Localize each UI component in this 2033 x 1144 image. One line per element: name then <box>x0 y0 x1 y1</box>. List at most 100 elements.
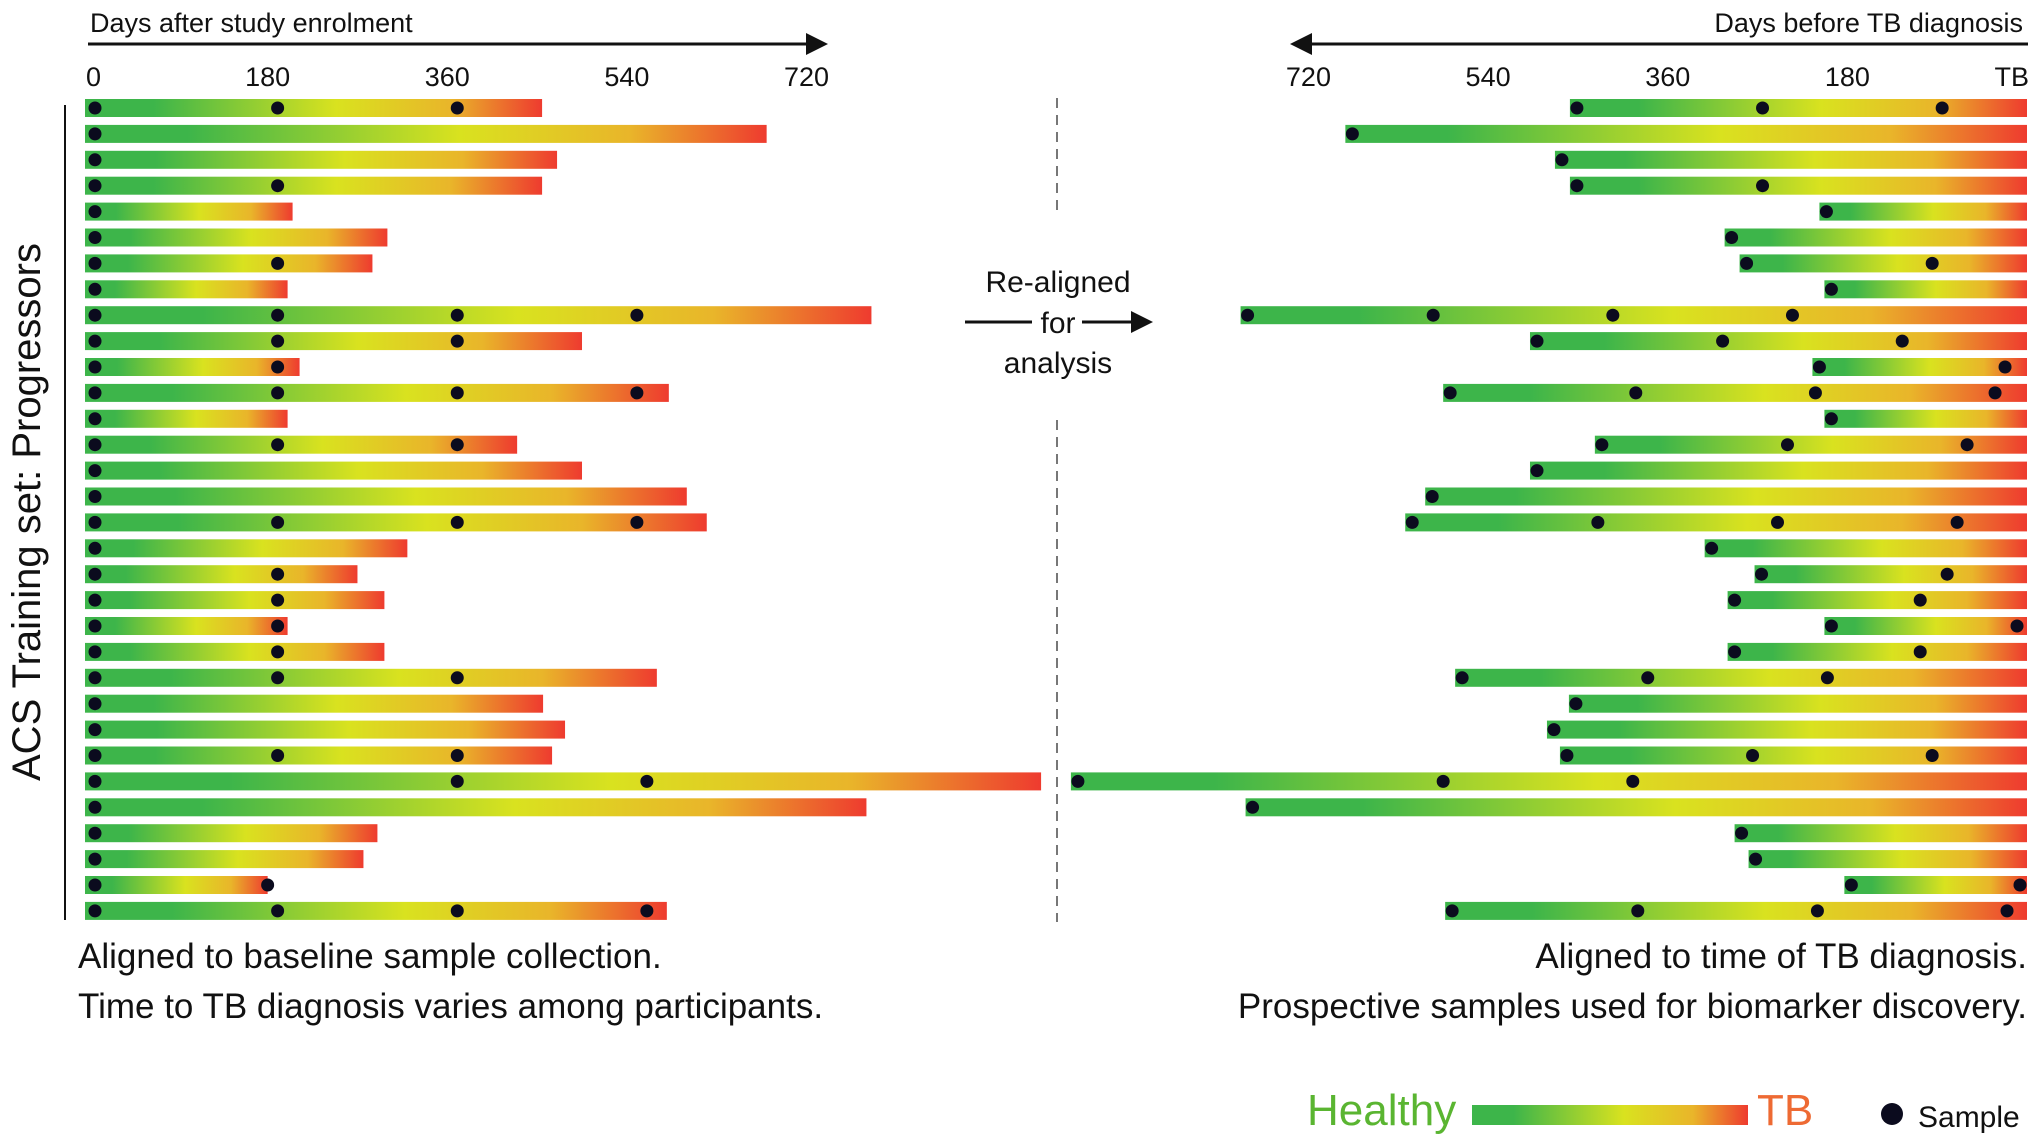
right-sample-dot <box>1530 464 1544 478</box>
center-label-line2: for <box>1040 307 1075 340</box>
left-sample-dot <box>88 904 102 918</box>
left-sample-dot <box>88 826 102 840</box>
left-sample-dot <box>88 179 102 193</box>
left-sample-dot <box>88 852 102 866</box>
left-sample-dot <box>271 386 285 400</box>
left-sample-dot <box>271 619 285 633</box>
left-sample-dot <box>88 774 102 788</box>
left-participant-bar <box>85 824 378 843</box>
left-tick-label: 540 <box>604 62 649 92</box>
right-sample-dot <box>1071 774 1085 788</box>
legend-tb-label: TB <box>1757 1086 1813 1135</box>
right-sample-dot <box>1425 490 1439 503</box>
right-participant-bar <box>1568 694 2027 713</box>
right-sample-dot <box>1345 127 1359 141</box>
y-axis-label: ACS Training set: Progressors <box>5 243 49 781</box>
left-sample-dot <box>450 749 464 762</box>
right-sample-dot <box>1756 101 1770 115</box>
right-sample-dot <box>1844 878 1858 892</box>
left-sample-dot <box>450 671 464 685</box>
right-sample-dot <box>1705 541 1719 555</box>
left-sample-dot <box>88 723 102 737</box>
left-sample-dot <box>271 515 285 529</box>
right-sample-dot <box>2000 904 2014 918</box>
left-sample-dot <box>88 308 102 322</box>
left-sample-dot <box>261 878 275 892</box>
right-sample-dot <box>1820 671 1834 685</box>
right-sample-dot <box>1570 179 1584 193</box>
right-participant-bar <box>1345 124 2027 143</box>
right-participant-bar <box>1724 228 2027 247</box>
left-sample-dot <box>88 412 102 426</box>
right-caption-line1: Aligned to time of TB diagnosis. <box>1535 937 2027 976</box>
left-participant-bar <box>85 901 667 920</box>
left-participant-bar <box>85 332 583 351</box>
left-axis-title: Days after study enrolment <box>90 8 413 38</box>
left-participant-bar <box>85 668 657 687</box>
right-participant-bar <box>1070 772 2027 791</box>
right-participant-bar <box>1443 383 2027 402</box>
right-participant-bar <box>1824 409 2027 428</box>
left-sample-dot <box>271 101 285 115</box>
left-participant-bar <box>85 202 293 221</box>
right-sample-dot <box>1755 567 1769 581</box>
right-sample-dot <box>1925 256 1939 270</box>
right-sample-dot <box>1555 153 1569 167</box>
right-sample-dot <box>1785 308 1799 322</box>
left-sample-dot <box>640 904 654 918</box>
right-sample-dot <box>1746 749 1760 762</box>
left-sample-dot <box>450 101 464 115</box>
left-sample-dot <box>88 800 102 814</box>
right-tick-label: TB <box>1994 62 2029 92</box>
right-sample-dot <box>1913 593 1927 607</box>
left-sample-dot <box>88 386 102 400</box>
left-participant-bar <box>85 487 687 506</box>
left-sample-dot <box>450 386 464 400</box>
right-participant-bar <box>1445 901 2027 920</box>
left-participant-bar <box>85 280 288 299</box>
right-sample-dot <box>1960 438 1974 452</box>
right-sample-dot <box>1405 515 1419 529</box>
left-participant-bar <box>85 513 707 532</box>
left-sample-dot <box>271 256 285 270</box>
right-caption-line2: Prospective samples used for biomarker d… <box>1238 987 2027 1026</box>
right-sample-dot <box>1756 179 1770 193</box>
right-participant-bar <box>1727 591 2027 610</box>
right-sample-dot <box>1810 904 1824 918</box>
left-participant-bar <box>85 720 566 739</box>
left-participant-bar <box>85 99 543 117</box>
left-participant-bar <box>85 694 544 713</box>
right-sample-dot <box>1740 256 1754 270</box>
right-panel-bars <box>1070 99 2027 920</box>
right-participant-bar <box>1594 435 2027 454</box>
center-label-line3: analysis <box>1004 347 1112 380</box>
left-sample-dot <box>88 464 102 478</box>
left-axis-ticks: 0 180 360 540 720 <box>86 62 829 92</box>
left-panel-bars <box>85 99 1042 920</box>
left-sample-dot <box>88 515 102 529</box>
right-tick-label: 540 <box>1466 62 1511 92</box>
left-sample-dot <box>271 308 285 322</box>
left-tick-label: 720 <box>784 62 829 92</box>
right-tick-label: 360 <box>1645 62 1690 92</box>
left-sample-dot <box>88 490 102 503</box>
right-sample-dot <box>1819 205 1833 219</box>
left-sample-dot <box>271 334 285 348</box>
right-sample-dot <box>1560 749 1574 762</box>
right-sample-dot <box>1824 619 1838 633</box>
left-caption-line1: Aligned to baseline sample collection. <box>78 937 662 976</box>
left-sample-dot <box>88 231 102 244</box>
left-sample-dot <box>271 360 285 374</box>
right-sample-dot <box>1626 774 1640 788</box>
right-tick-label: 720 <box>1286 62 1331 92</box>
right-sample-dot <box>1641 671 1655 685</box>
left-participant-bar <box>85 228 388 247</box>
right-sample-dot <box>1998 360 2012 374</box>
right-sample-dot <box>1913 645 1927 659</box>
left-sample-dot <box>88 205 102 219</box>
right-tick-label: 180 <box>1825 62 1870 92</box>
right-sample-dot <box>1443 386 1457 400</box>
left-participant-bar <box>85 617 288 635</box>
right-sample-dot <box>1570 101 1584 115</box>
